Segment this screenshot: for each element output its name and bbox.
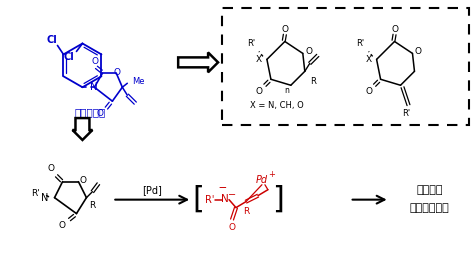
Text: R: R <box>243 207 249 216</box>
Text: O: O <box>92 57 99 66</box>
Text: n: n <box>284 86 289 95</box>
Text: R': R' <box>247 39 255 48</box>
Text: N: N <box>91 82 98 92</box>
Text: 或酰胺化合物: 或酰胺化合物 <box>410 203 449 213</box>
Polygon shape <box>73 118 92 140</box>
Text: Cl: Cl <box>46 35 57 45</box>
Text: O: O <box>391 25 398 34</box>
Text: R': R' <box>356 39 365 48</box>
Text: R': R' <box>402 109 410 118</box>
Text: R': R' <box>31 189 40 198</box>
FancyBboxPatch shape <box>222 8 469 125</box>
Text: O: O <box>80 176 87 185</box>
Text: X = N, CH, O: X = N, CH, O <box>250 101 304 110</box>
Text: O: O <box>282 25 288 34</box>
Text: O: O <box>365 87 372 96</box>
Text: O: O <box>97 109 104 118</box>
Text: R: R <box>89 201 96 210</box>
Text: +: + <box>268 170 275 179</box>
Text: O: O <box>255 87 263 96</box>
Text: Me: Me <box>132 77 145 86</box>
Text: O: O <box>58 221 65 230</box>
Text: Cl: Cl <box>63 52 74 63</box>
Text: R: R <box>310 77 316 86</box>
Text: R': R' <box>205 195 214 205</box>
Text: −: − <box>228 190 236 200</box>
Text: O: O <box>415 47 422 56</box>
Text: O: O <box>114 68 121 77</box>
Polygon shape <box>178 52 218 72</box>
Text: N: N <box>221 194 229 204</box>
Text: O: O <box>47 164 54 173</box>
Text: [: [ <box>192 185 204 214</box>
Text: O: O <box>228 223 236 232</box>
Text: [Pd]: [Pd] <box>142 185 162 195</box>
Text: 乙烯菌核利: 乙烯菌核利 <box>75 107 106 117</box>
Text: 含氮杂环: 含氮杂环 <box>416 185 443 195</box>
Text: N: N <box>41 193 48 203</box>
Text: Pd: Pd <box>256 175 268 185</box>
Text: X: X <box>256 55 262 64</box>
Text: ]: ] <box>272 185 284 214</box>
Text: X: X <box>365 55 372 64</box>
Text: O: O <box>305 47 312 56</box>
